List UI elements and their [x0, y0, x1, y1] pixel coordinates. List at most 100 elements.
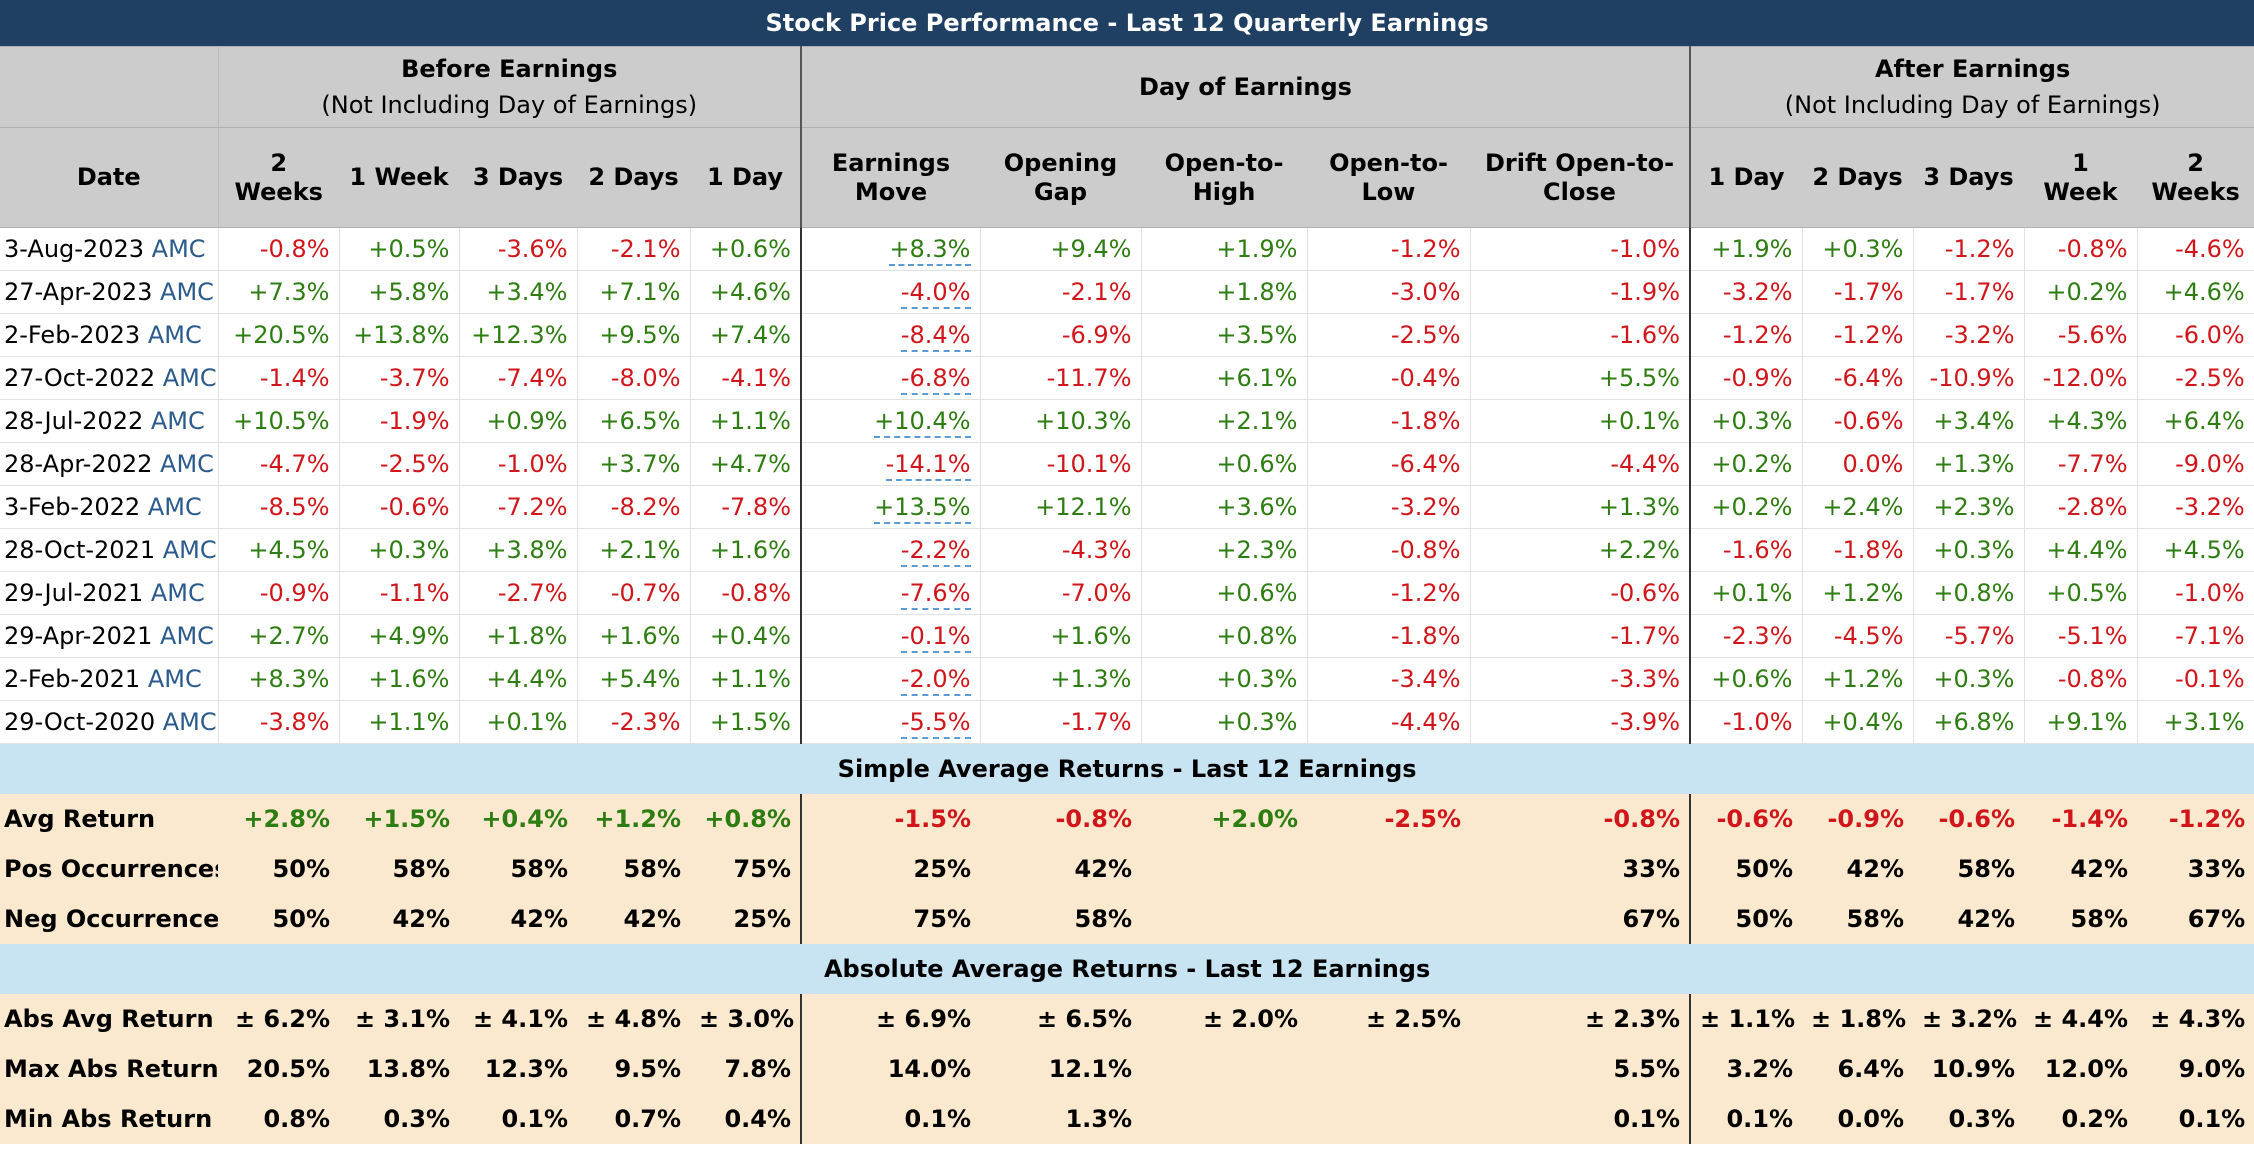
summary-value-cell: 0.0% [1802, 1094, 1913, 1144]
ticker-label: AMC [147, 665, 202, 693]
value-cell: -10.1% [980, 442, 1142, 486]
earnings-move-link[interactable]: -8.4% [900, 321, 971, 352]
column-header: Open-to-High [1141, 127, 1307, 228]
return-value: +0.5% [2046, 579, 2128, 607]
table-row[interactable]: 29-Jul-2021 AMC -0.9% -1.1% -2.7% -0.7% -0.8%… [0, 571, 2254, 615]
value-cell: +10.4% [801, 399, 981, 443]
earnings-move-link[interactable]: +13.5% [874, 493, 971, 524]
summary-value: ± 1.8% [1811, 1005, 1907, 1033]
summary-value: ± 4.1% [472, 1005, 568, 1033]
value-cell: -1.2% [1913, 227, 2025, 271]
value-cell: +0.1% [459, 700, 578, 744]
value-cell: -5.7% [1913, 614, 2025, 658]
table-row[interactable]: 28-Apr-2022 AMC -4.7% -2.5% -1.0% +3.7% +4.7%… [0, 442, 2254, 486]
summary-value: 13.8% [366, 1055, 450, 1083]
return-value: +7.3% [248, 278, 330, 306]
group-day-of-earnings: Day of Earnings [801, 46, 1691, 128]
return-value: +4.7% [709, 450, 791, 478]
return-value: +9.4% [1050, 235, 1132, 263]
table-row[interactable]: 29-Oct-2020 AMC -3.8% +1.1% +0.1% -2.3% +1.5%… [0, 700, 2254, 744]
return-value: -6.4% [1390, 450, 1461, 478]
value-cell: -0.4% [1307, 356, 1471, 400]
return-value: +3.1% [2163, 708, 2245, 736]
earnings-move-link[interactable]: +10.4% [874, 407, 971, 438]
return-value: -3.7% [379, 364, 450, 392]
earnings-move-link[interactable]: -4.0% [900, 278, 971, 309]
summary-value-cell: 25% [690, 894, 802, 944]
return-value: -1.9% [379, 407, 450, 435]
earnings-move-link[interactable]: -2.0% [900, 665, 971, 696]
return-value: +1.1% [709, 665, 791, 693]
value-cell: +1.3% [1470, 485, 1691, 529]
group-after-earnings: After Earnings (Not Including Day of Ear… [1690, 46, 2254, 128]
return-value: +0.3% [1933, 665, 2015, 693]
summary-value: 0.1% [2178, 1105, 2246, 1133]
value-cell: +12.1% [980, 485, 1142, 529]
value-cell: -3.6% [459, 227, 578, 271]
earnings-date: 29-Apr-2021 [4, 622, 153, 650]
summary-value-cell: ± 4.1% [459, 994, 577, 1044]
summary-value-cell: 12.3% [459, 1044, 577, 1094]
value-cell: -2.2% [801, 528, 981, 572]
value-cell: -1.0% [2137, 571, 2254, 615]
summary-value-cell: -0.6% [1913, 794, 2024, 844]
summary-value-cell: 0.1% [1470, 1094, 1691, 1144]
table-row[interactable]: 2-Feb-2021 AMC +8.3% +1.6% +4.4% +5.4% +1.1% -… [0, 657, 2254, 701]
summary-value: 58% [510, 855, 568, 883]
return-value: -1.2% [1390, 579, 1461, 607]
table-row[interactable]: 2-Feb-2023 AMC +20.5% +13.8% +12.3% +9.5% +7.… [0, 313, 2254, 357]
earnings-date: 3-Feb-2022 [4, 493, 141, 521]
summary-value-cell: 0.8% [218, 1094, 339, 1144]
earnings-move-link[interactable]: +8.3% [889, 235, 971, 266]
value-cell: +0.2% [1690, 442, 1803, 486]
table-row[interactable]: 27-Oct-2022 AMC -1.4% -3.7% -7.4% -8.0% -4.1%… [0, 356, 2254, 400]
ticker-label: AMC [162, 536, 217, 564]
return-value: -4.3% [1061, 536, 1132, 564]
summary-value-cell: ± 6.2% [218, 994, 339, 1044]
table-row[interactable]: 28-Jul-2022 AMC +10.5% -1.9% +0.9% +6.5% +1.1… [0, 399, 2254, 443]
summary-value-cell: 0.3% [1913, 1094, 2024, 1144]
table-row[interactable]: 3-Feb-2022 AMC -8.5% -0.6% -7.2% -8.2% -7.8% +… [0, 485, 2254, 529]
summary-value: -0.6% [1938, 805, 2015, 833]
value-cell: +4.5% [2137, 528, 2254, 572]
summary-value: 67% [1622, 905, 1680, 933]
summary-value: -0.6% [1716, 805, 1793, 833]
return-value: +1.8% [486, 622, 568, 650]
value-cell: -5.6% [2024, 313, 2138, 357]
value-cell: -2.5% [339, 442, 460, 486]
summary-value-cell: 0.3% [339, 1094, 459, 1144]
return-value: 0.0% [1842, 450, 1904, 478]
table-row[interactable]: 27-Apr-2023 AMC +7.3% +5.8% +3.4% +7.1% +4.6%… [0, 270, 2254, 314]
return-value: +0.6% [1216, 579, 1298, 607]
value-cell: +0.6% [1141, 571, 1308, 615]
return-value: +7.4% [709, 321, 791, 349]
earnings-move-link[interactable]: -5.5% [900, 708, 971, 739]
summary-value: -1.4% [2051, 805, 2128, 833]
earnings-move-link[interactable]: -0.1% [900, 622, 971, 653]
earnings-move-link[interactable]: -2.2% [900, 536, 971, 567]
summary-value-cell: 67% [2137, 894, 2254, 944]
table-row[interactable]: 29-Apr-2021 AMC +2.7% +4.9% +1.8% +1.6% +0.4%… [0, 614, 2254, 658]
earnings-move-link[interactable]: -6.8% [900, 364, 971, 395]
value-cell: -2.1% [577, 227, 691, 271]
value-cell: +4.6% [690, 270, 802, 314]
return-value: -1.2% [1390, 235, 1461, 263]
summary-label: Min Abs Return [0, 1094, 218, 1144]
ticker-label: AMC [162, 708, 217, 736]
summary-value-cell: 0.7% [577, 1094, 690, 1144]
table-row[interactable]: 28-Oct-2021 AMC +4.5% +0.3% +3.8% +2.1% +1.6%… [0, 528, 2254, 572]
summary-value: -0.8% [1055, 805, 1132, 833]
value-cell: +9.5% [577, 313, 691, 357]
table-row[interactable]: 3-Aug-2023 AMC -0.8% +0.5% -3.6% -2.1% +0.6% +… [0, 227, 2254, 271]
earnings-move-link[interactable]: -14.1% [885, 450, 971, 481]
value-cell: +4.7% [690, 442, 802, 486]
ticker-label: AMC [162, 364, 217, 392]
summary-value: 50% [272, 905, 330, 933]
column-header: Opening Gap [980, 127, 1141, 228]
column-header: 1 Week [2024, 127, 2137, 228]
earnings-move-link[interactable]: -7.6% [900, 579, 971, 610]
value-cell: -1.1% [339, 571, 460, 615]
value-cell: +1.2% [1802, 657, 1914, 701]
value-cell: +0.3% [339, 528, 460, 572]
value-cell: -1.8% [1307, 614, 1471, 658]
